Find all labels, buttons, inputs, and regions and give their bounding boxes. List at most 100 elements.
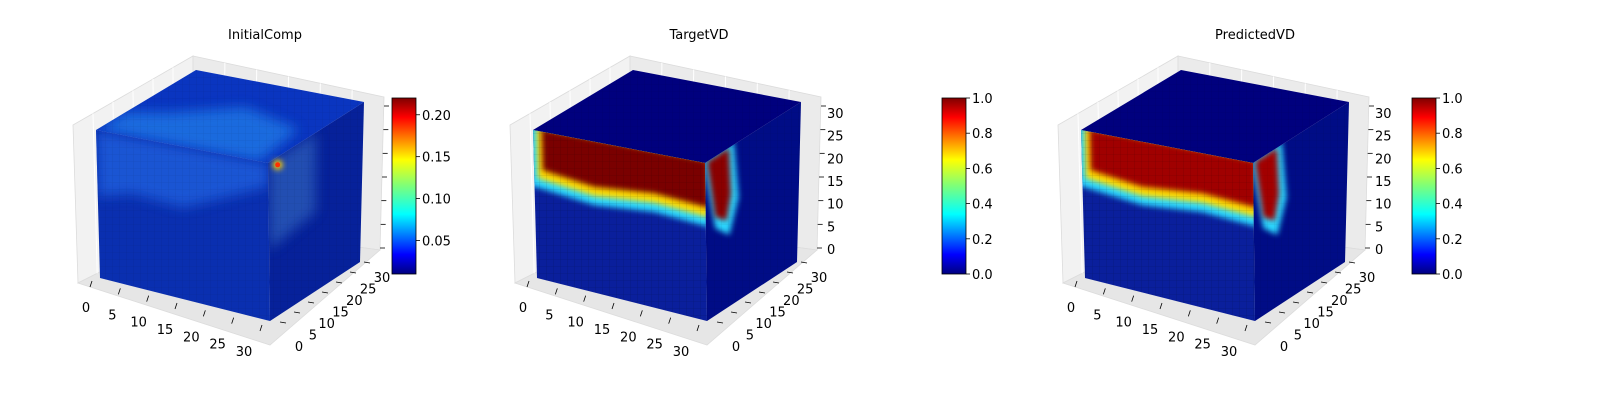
x-tick bbox=[611, 302, 615, 310]
x-tick-label: 20 bbox=[183, 330, 200, 345]
x-tick-label: 20 bbox=[1168, 330, 1185, 345]
colorbar-tick-label: 0.2 bbox=[972, 233, 993, 248]
y-tick-label: 0 bbox=[1280, 340, 1288, 355]
colorbar-tick-label: 0.10 bbox=[422, 193, 451, 208]
z-tick-label: 30 bbox=[827, 107, 844, 122]
panel-title: TargetVD bbox=[668, 28, 728, 43]
y-tick-label: 10 bbox=[1303, 317, 1320, 332]
colorbar-tick-label: 0.05 bbox=[422, 234, 451, 249]
colorbar-tick-label: 0.0 bbox=[1442, 268, 1463, 283]
x-tick-label: 15 bbox=[1142, 323, 1159, 338]
y-tick-label: 15 bbox=[332, 306, 349, 321]
z-tick-label: 30 bbox=[1375, 107, 1392, 122]
y-tick bbox=[786, 271, 794, 274]
x-tick bbox=[696, 324, 700, 332]
colorbar-tick-label: 1.0 bbox=[1442, 92, 1463, 107]
z-tick-label: 0 bbox=[827, 243, 835, 258]
x-tick-label: 30 bbox=[1221, 345, 1238, 360]
colorbar-tick-label: 0.8 bbox=[972, 127, 993, 142]
y-tick bbox=[1292, 301, 1300, 304]
x-tick bbox=[174, 302, 178, 310]
z-tick-label: 10 bbox=[1375, 198, 1392, 213]
x-tick bbox=[1102, 288, 1106, 295]
x-tick bbox=[554, 288, 558, 295]
x-tick bbox=[1187, 310, 1191, 317]
x-tick bbox=[668, 317, 672, 324]
x-tick-label: 5 bbox=[108, 308, 116, 323]
y-tick bbox=[363, 261, 371, 264]
y-tick-label: 5 bbox=[309, 329, 317, 344]
y-tick bbox=[335, 281, 343, 284]
z-tick-label: 0 bbox=[1375, 243, 1383, 258]
y-tick-label: 30 bbox=[1359, 271, 1376, 286]
z-tick-label: 25 bbox=[1375, 130, 1392, 145]
y-tick bbox=[1264, 321, 1272, 324]
x-tick bbox=[583, 295, 587, 302]
colorbar-tick-label: 0.4 bbox=[1442, 198, 1463, 213]
x-tick bbox=[639, 310, 643, 317]
grid-line bbox=[1077, 113, 1083, 274]
z-tick-label: 20 bbox=[1375, 152, 1392, 167]
x-tick-label: 0 bbox=[519, 301, 527, 316]
z-tick-label: 15 bbox=[1375, 175, 1392, 190]
x-tick bbox=[117, 288, 121, 295]
z-tick-label: 15 bbox=[827, 175, 844, 190]
y-tick bbox=[758, 291, 766, 294]
y-tick bbox=[321, 291, 329, 294]
y-tick-label: 25 bbox=[1345, 283, 1362, 298]
y-tick-label: 30 bbox=[374, 271, 391, 286]
y-tick-label: 5 bbox=[746, 329, 754, 344]
z-tick-label: 10 bbox=[827, 198, 844, 213]
x-tick-label: 30 bbox=[673, 345, 690, 360]
y-tick bbox=[1278, 311, 1286, 314]
colorbar-tick-label: 0.8 bbox=[1442, 127, 1463, 142]
grid-line bbox=[92, 113, 98, 274]
y-tick-label: 10 bbox=[755, 317, 772, 332]
y-tick bbox=[1320, 281, 1328, 284]
x-tick bbox=[526, 280, 530, 288]
grid-line bbox=[529, 113, 535, 274]
colorbar-tick-label: 0.20 bbox=[422, 109, 451, 124]
y-tick bbox=[730, 311, 738, 314]
panel-title: InitialComp bbox=[228, 28, 302, 43]
x-tick-label: 15 bbox=[157, 323, 174, 338]
x-tick-label: 15 bbox=[594, 323, 611, 338]
y-tick bbox=[293, 311, 301, 314]
colorbar-tick-label: 0.0 bbox=[972, 268, 993, 283]
x-tick bbox=[202, 310, 206, 317]
y-tick bbox=[1334, 271, 1342, 274]
x-tick bbox=[1216, 317, 1220, 324]
y-tick-label: 5 bbox=[1294, 329, 1302, 344]
y-tick-label: 15 bbox=[1317, 306, 1334, 321]
x-tick-label: 0 bbox=[82, 301, 90, 316]
x-tick-label: 10 bbox=[130, 316, 147, 331]
y-tick-label: 10 bbox=[318, 317, 335, 332]
y-tick-label: 15 bbox=[769, 306, 786, 321]
z-tick-label: 5 bbox=[827, 220, 835, 235]
colorbar-tick-label: 1.0 bbox=[972, 92, 993, 107]
z-tick-label: 20 bbox=[827, 152, 844, 167]
x-tick bbox=[1244, 324, 1248, 332]
colorbar bbox=[941, 97, 967, 275]
x-tick-label: 30 bbox=[236, 345, 253, 360]
y-tick-label: 30 bbox=[811, 271, 828, 286]
x-tick bbox=[259, 324, 263, 332]
y-tick bbox=[800, 261, 808, 264]
x-tick bbox=[89, 280, 93, 288]
x-tick bbox=[231, 317, 235, 324]
y-tick bbox=[279, 321, 287, 324]
x-tick bbox=[1131, 295, 1135, 302]
colorbar-tick-label: 0.4 bbox=[972, 198, 993, 213]
panel-title: PredictedVD bbox=[1215, 28, 1295, 43]
z-tick-label: 25 bbox=[827, 130, 844, 145]
y-tick-label: 0 bbox=[295, 340, 303, 355]
y-tick-label: 0 bbox=[732, 340, 740, 355]
y-tick bbox=[349, 271, 357, 274]
x-tick-label: 10 bbox=[567, 316, 584, 331]
x-tick-label: 5 bbox=[1093, 308, 1101, 323]
z-tick-label: 5 bbox=[1375, 220, 1383, 235]
y-tick bbox=[1306, 291, 1314, 294]
